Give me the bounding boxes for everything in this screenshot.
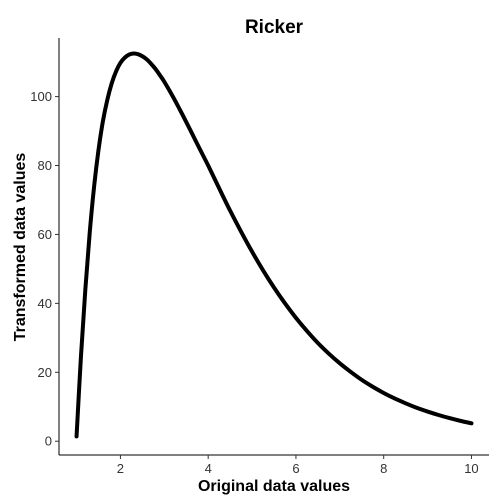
y-tick-label: 0 bbox=[45, 434, 52, 449]
axes bbox=[58, 38, 489, 456]
chart-title: Ricker bbox=[245, 17, 304, 38]
y-tick-label: 40 bbox=[38, 296, 52, 311]
y-tick-label: 20 bbox=[38, 365, 52, 380]
x-tick-label: 8 bbox=[380, 461, 387, 476]
y-tick-label: 60 bbox=[38, 227, 52, 242]
x-tick-label: 6 bbox=[292, 461, 299, 476]
x-axis-title: Original data values bbox=[198, 478, 350, 495]
x-ticks: 2 4 6 8 10 bbox=[117, 455, 479, 476]
y-axis-title: Transformed data values bbox=[12, 153, 29, 342]
y-tick-label: 80 bbox=[38, 158, 52, 173]
x-tick-label: 2 bbox=[117, 461, 124, 476]
x-tick-label: 4 bbox=[205, 461, 212, 476]
series-line bbox=[74, 51, 474, 439]
x-tick-label: 10 bbox=[464, 461, 478, 476]
y-tick-label: 100 bbox=[30, 89, 52, 104]
y-ticks: 0 20 40 60 80 100 bbox=[30, 89, 59, 449]
